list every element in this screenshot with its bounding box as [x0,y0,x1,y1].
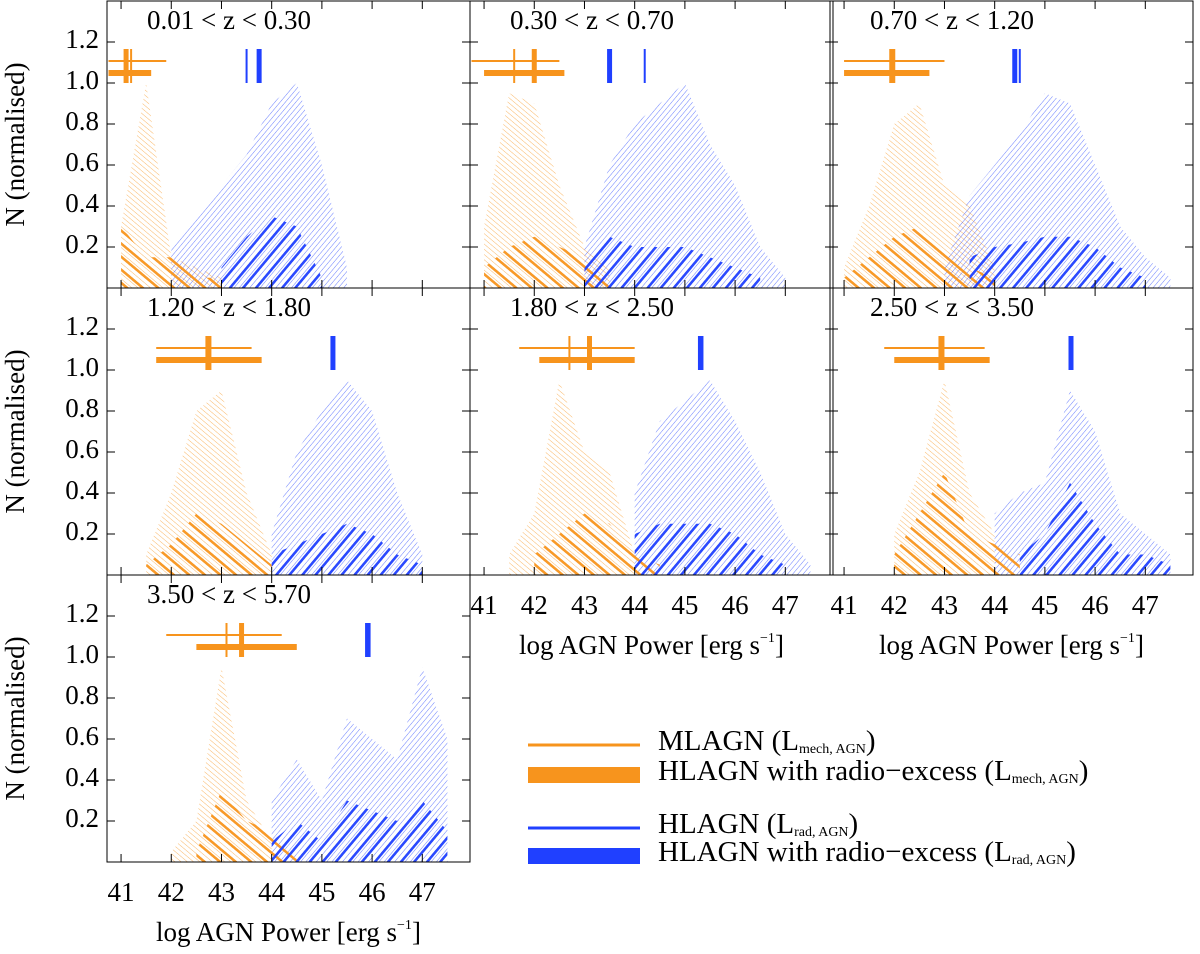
histogram-area [534,513,660,575]
panel-title: 0.30 < z < 0.70 [510,5,674,35]
x-tick-label: 44 [981,590,1009,620]
x-tick-label: 42 [521,590,548,620]
panel-title: 0.70 < z < 1.20 [870,5,1034,35]
histogram-area [221,216,322,288]
x-tick-label: 41 [831,590,858,620]
histogram-area [271,800,448,862]
histogram-area [844,226,995,288]
y-tick-label: 0.8 [65,106,99,136]
y-tick-label: 1.0 [65,352,99,382]
histogram-area [171,667,272,862]
histogram-area [271,667,448,862]
y-tick-label: 1.0 [65,639,99,669]
legend-label: HLAGN with radio−excess (Lmech, AGN) [658,755,1088,788]
x-axis-label: log AGN Power [erg s−1] [156,917,421,947]
y-tick-label: 0.4 [65,762,99,792]
y-tick-label: 0.8 [65,680,99,710]
histogram-area [944,93,1171,288]
plot-area [166,623,448,862]
histogram-area [146,390,272,575]
panel-frame [106,574,471,863]
histogram-area [969,236,1146,288]
panel-title: 1.20 < z < 1.80 [147,292,311,322]
y-tick-label: 1.0 [65,65,99,95]
x-tick-label: 42 [158,877,185,907]
histogram-area [894,472,1020,575]
x-axis-label: log AGN Power [erg s−1] [879,630,1144,660]
y-tick-label: 0.6 [65,147,99,177]
x-tick-label: 47 [1132,590,1159,620]
legend-label: HLAGN (Lrad, AGN) [658,808,858,841]
panel-title: 2.50 < z < 3.50 [870,292,1034,322]
y-axis-label: N (normalised) [0,62,30,226]
plot-area [146,336,423,575]
histogram-area [271,523,423,575]
histogram-area [121,226,222,288]
x-tick-label: 42 [881,590,908,620]
histogram-area [121,83,222,288]
histogram-area [146,513,272,575]
y-tick-label: 0.4 [65,475,99,505]
y-tick-label: 1.2 [65,24,99,54]
histogram-area [584,236,761,288]
y-tick-label: 0.6 [65,434,99,464]
panel-frame [469,287,834,576]
histogram-area [634,523,786,575]
panel: 0.2 0.4 0.6 0.8 1.0 1.2 1.20 < z < 1.80 N (norm… [0,287,471,576]
plot-area [471,49,786,288]
panel-title: 1.80 < z < 2.50 [510,292,674,322]
x-tick-label: 43 [931,590,958,620]
x-tick-label: 41 [471,590,498,620]
x-tick-label: 46 [359,877,386,907]
y-tick-label: 0.8 [65,393,99,423]
panel: 0.2 0.4 0.6 0.8 1.0 1.2 41 42 43 44 45 46 47 3.50 < z… [0,574,471,947]
y-axis-label: N (normalised) [0,636,30,800]
plot-area [884,336,1171,575]
x-tick-label: 41 [108,877,135,907]
y-tick-label: 0.6 [65,721,99,751]
panel-title: 0.01 < z < 0.30 [147,5,311,35]
legend: MLAGN (Lmech, AGN)HLAGN with radio−exces… [528,725,1088,869]
x-tick-label: 43 [571,590,598,620]
x-tick-label: 47 [409,877,436,907]
legend-label: MLAGN (Lmech, AGN) [658,725,876,758]
histogram-area [484,236,610,288]
plot-area [108,49,347,288]
y-tick-label: 0.2 [65,229,99,259]
y-axis-label: N (normalised) [0,349,30,513]
x-tick-label: 46 [1082,590,1109,620]
y-tick-label: 0.2 [65,516,99,546]
panel: 0.2 0.4 0.6 0.8 1.0 1.2 0.01 < z < 0.30 N (norm… [0,0,471,289]
panel: 41 42 43 44 45 46 47 1.80 < z < 2.50 log AGN Pow… [469,287,834,660]
x-axis-label: log AGN Power [erg s−1] [519,630,784,660]
x-tick-label: 44 [621,590,649,620]
histogram-area [484,93,610,288]
histogram-area [994,390,1171,575]
y-tick-label: 0.2 [65,803,99,833]
panel: 41 42 43 44 45 46 47 2.50 < z < 3.50 log AGN Pow… [829,287,1194,660]
histogram-area [1019,482,1171,575]
legend-label: HLAGN with radio−excess (Lrad, AGN) [658,836,1076,869]
panel: 0.70 < z < 1.20 [829,0,1194,289]
plot-area [509,336,811,575]
y-tick-label: 0.4 [65,188,99,218]
x-tick-label: 45 [308,877,335,907]
x-tick-label: 44 [258,877,286,907]
plot-area [844,49,1171,288]
x-tick-label: 45 [1031,590,1058,620]
histogram-area [171,83,347,288]
panel-title: 3.50 < z < 5.70 [147,579,311,609]
panel: 0.30 < z < 0.70 [469,0,834,289]
y-tick-label: 1.2 [65,311,99,341]
x-tick-label: 45 [671,590,698,620]
x-tick-label: 43 [208,877,235,907]
x-tick-label: 47 [772,590,799,620]
histogram-area [271,380,423,575]
y-tick-label: 1.2 [65,598,99,628]
x-tick-label: 46 [722,590,749,620]
panel-frame [829,287,1194,576]
histogram-area [584,83,786,288]
